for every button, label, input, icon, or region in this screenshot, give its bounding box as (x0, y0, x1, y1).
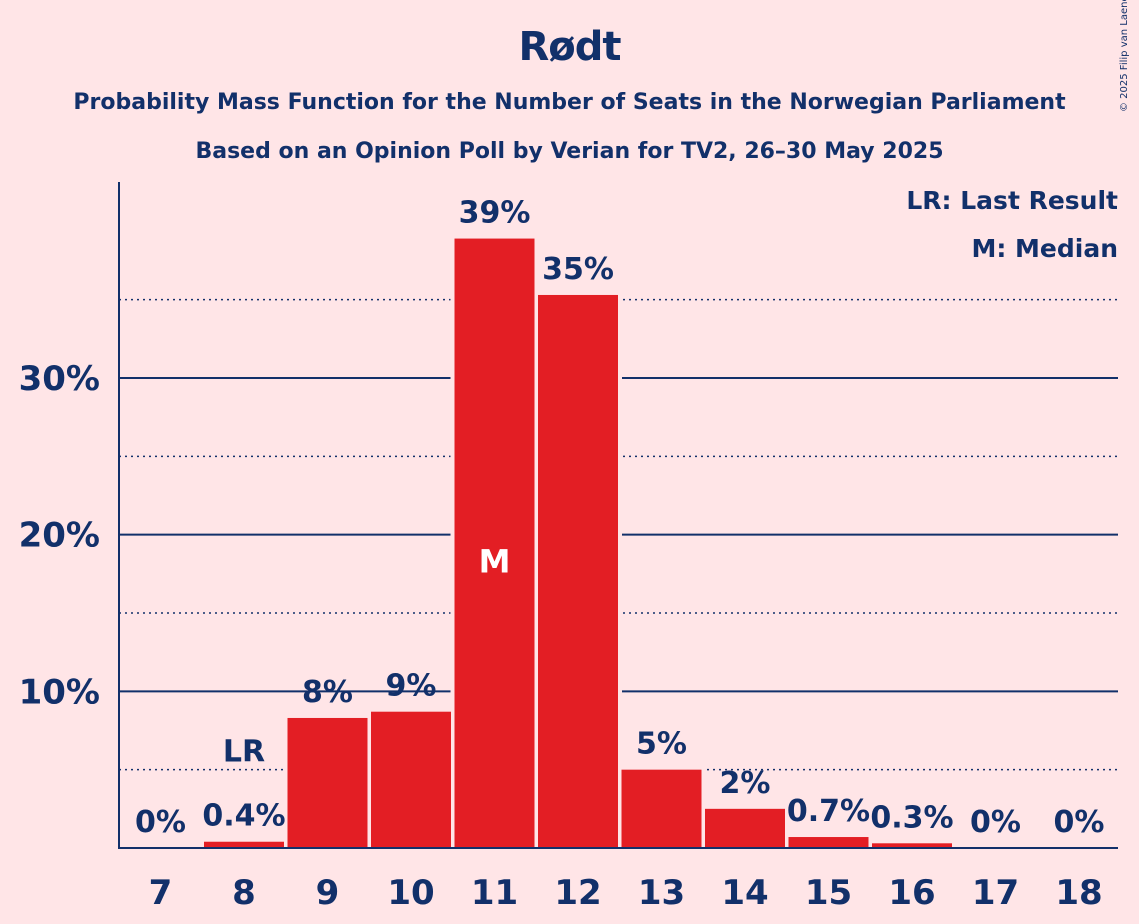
bar-value-label: 0.3% (870, 800, 953, 835)
x-tick-label: 7 (149, 873, 173, 913)
y-tick-label: 10% (19, 672, 100, 712)
y-tick-label: 30% (19, 359, 100, 399)
x-tick-label: 9 (316, 873, 340, 913)
bar-value-label: 0% (135, 805, 186, 840)
bar (705, 808, 785, 848)
bar (287, 717, 368, 848)
bar-value-label: 0.4% (202, 799, 285, 834)
bar (454, 238, 535, 849)
x-tick-label: 14 (721, 873, 768, 913)
bar-value-label: 5% (636, 727, 687, 762)
legend-median: M: Median (971, 234, 1118, 263)
chart-subtitle: Probability Mass Function for the Number… (73, 90, 1066, 115)
bar (371, 711, 451, 848)
x-tick-label: 8 (232, 873, 256, 913)
legend-last-result: LR: Last Result (906, 186, 1118, 215)
bar-value-label: 39% (459, 196, 531, 231)
median-marker: M (479, 542, 511, 580)
x-tick-label: 15 (805, 873, 852, 913)
y-tick-label: 20% (19, 516, 100, 556)
bar-value-label: 35% (542, 252, 614, 287)
x-tick-label: 11 (471, 873, 518, 913)
bar (538, 294, 618, 848)
x-tick-label: 18 (1055, 873, 1102, 913)
bar-value-label: 8% (302, 675, 353, 710)
x-tick-label: 16 (888, 873, 935, 913)
last-result-marker: LR (223, 735, 265, 770)
bar (621, 769, 702, 848)
x-tick-label: 10 (387, 873, 434, 913)
bar (788, 837, 869, 848)
x-tick-label: 12 (554, 873, 601, 913)
bar-value-label: 9% (386, 669, 437, 704)
bar-value-label: 2% (720, 766, 771, 801)
bar-value-label: 0% (1054, 805, 1105, 840)
bar-value-label: 0.7% (787, 794, 870, 829)
bar (872, 843, 952, 848)
chart-subtitle-poll: Based on an Opinion Poll by Verian for T… (195, 139, 944, 164)
bar (204, 841, 284, 848)
x-tick-label: 13 (638, 873, 685, 913)
bar-value-label: 0% (970, 805, 1021, 840)
chart-title: Rødt (518, 24, 621, 70)
x-tick-label: 17 (972, 873, 1019, 913)
